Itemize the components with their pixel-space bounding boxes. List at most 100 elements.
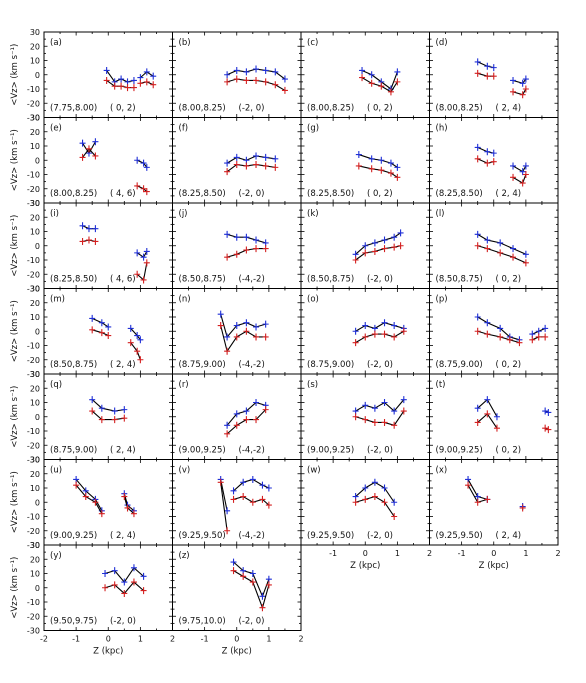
blue-data-point: [134, 156, 141, 164]
red-data-point: [522, 171, 529, 178]
blue-data-point: [522, 162, 529, 170]
red-data-point: [272, 163, 279, 171]
red-data-point: [371, 493, 378, 501]
red-data-point: [371, 418, 378, 426]
red-data-point: [98, 510, 105, 518]
red-data-point: [497, 333, 504, 341]
blue-data-point: [355, 151, 362, 159]
blue-data-point: [368, 71, 375, 79]
blue-data-point: [381, 236, 388, 244]
blue-data-point: [497, 324, 504, 332]
blue-data-point: [121, 406, 128, 414]
red-series-line: [220, 482, 228, 531]
blue-data-point: [381, 399, 388, 406]
blue-data-point: [249, 475, 256, 483]
blue-data-point: [127, 324, 134, 332]
blue-data-point: [387, 159, 394, 167]
red-data-point: [381, 418, 388, 426]
y-tick-label: -30: [27, 370, 40, 379]
y-tick-label: -10: [27, 342, 40, 351]
red-data-point: [529, 336, 536, 344]
blue-data-point: [510, 76, 517, 84]
panel-lz-range: ( 0, 2): [110, 104, 136, 114]
red-data-point: [253, 245, 260, 253]
blue-data-point: [140, 159, 147, 167]
panel-id-label: (h): [436, 124, 448, 134]
x-tick-label: -1: [458, 549, 466, 558]
panel-id-label: (i): [50, 209, 59, 219]
y-tick-label: 20: [30, 299, 40, 308]
y-tick-label: -10: [27, 513, 40, 522]
red-data-point: [249, 578, 256, 586]
y-axis-title: <Vz> (km s⁻¹): [10, 386, 20, 448]
red-data-point: [490, 72, 497, 80]
red-data-point: [391, 243, 398, 251]
panel-lz-range: (-2, 0): [110, 617, 136, 627]
panel-lz-range: (-2, 0): [367, 275, 393, 285]
y-tick-label: 0: [35, 327, 40, 336]
y-tick-label: -10: [27, 85, 40, 94]
red-data-point: [249, 498, 256, 506]
blue-series-line: [477, 61, 494, 69]
red-data-point: [233, 421, 240, 429]
panel-a: 30 20 10 0 -10 -20 -30 <Vz> (km s⁻¹) (a) (7.75,8.…: [10, 28, 173, 123]
blue-data-point: [253, 399, 260, 406]
x-tick-label: 0: [363, 549, 368, 558]
blue-data-point: [381, 319, 388, 327]
panel-id-label: (r): [179, 380, 189, 390]
red-data-point: [224, 527, 231, 535]
blue-series-line: [512, 78, 527, 84]
panel-r-range: (9.25,9.50): [436, 531, 483, 541]
x-axis-title: Z (kpc): [93, 647, 123, 657]
blue-data-point: [253, 152, 260, 160]
red-data-point: [378, 82, 385, 90]
y-axis-title: <Vz> (km s⁻¹): [10, 129, 20, 191]
y-tick-label: 10: [30, 570, 40, 579]
red-series-line: [477, 158, 494, 164]
blue-data-point: [253, 65, 260, 73]
red-data-point: [545, 426, 552, 434]
blue-data-point: [150, 72, 157, 80]
panel-m: 30 20 10 0 -10 -20 -30 <Vz> (km s⁻¹) (m) (8.50,8.…: [10, 285, 173, 379]
red-data-point: [265, 501, 272, 509]
blue-data-point: [233, 410, 240, 418]
red-data-point: [484, 495, 491, 503]
panel-id-label: (l): [436, 209, 445, 219]
blue-data-point: [249, 570, 256, 577]
red-data-point: [134, 347, 141, 355]
blue-data-point: [140, 572, 147, 580]
panel-r-range: (8.25,8.50): [436, 189, 483, 199]
blue-data-point: [484, 236, 491, 244]
red-data-point: [519, 91, 526, 99]
red-data-point: [134, 270, 141, 278]
panel-id-label: (w): [307, 466, 321, 476]
y-tick-label: -20: [27, 356, 40, 365]
x-axis-title: Z (kpc): [350, 561, 380, 571]
blue-data-point: [272, 68, 279, 76]
blue-data-point: [484, 319, 491, 327]
y-tick-label: 0: [35, 156, 40, 165]
red-data-point: [240, 493, 247, 501]
panel-lz-range: (-2, 0): [239, 189, 265, 199]
blue-data-point: [394, 163, 401, 171]
x-tick-label: 1: [266, 635, 271, 644]
red-data-point: [497, 249, 504, 257]
y-tick-label: 20: [30, 213, 40, 222]
red-data-point: [111, 416, 118, 424]
red-data-point: [474, 69, 481, 77]
blue-data-point: [89, 396, 96, 404]
x-axis-labels-group: -2 -1 0 1 2 Z (kpc) -1 0 1 2 Z (kpc) -1 0 1 2 Z (kpc) -1…: [40, 549, 561, 657]
panel-r-range: (8.25,8.50): [50, 275, 97, 285]
blue-data-point: [378, 156, 385, 164]
red-data-point: [387, 88, 394, 96]
x-tick-label: 1: [523, 549, 528, 558]
y-tick-label: 10: [30, 399, 40, 408]
red-data-point: [134, 182, 141, 190]
panel-id-label: (y): [50, 551, 62, 561]
blue-series-line: [358, 154, 398, 168]
panel-t: (t) (9.00,9.25) ( 0, 2): [429, 373, 559, 460]
red-data-point: [281, 86, 288, 94]
y-axis-title: <Vz> (km s⁻¹): [10, 215, 20, 277]
blue-data-point: [79, 222, 86, 230]
red-data-point: [394, 78, 401, 86]
